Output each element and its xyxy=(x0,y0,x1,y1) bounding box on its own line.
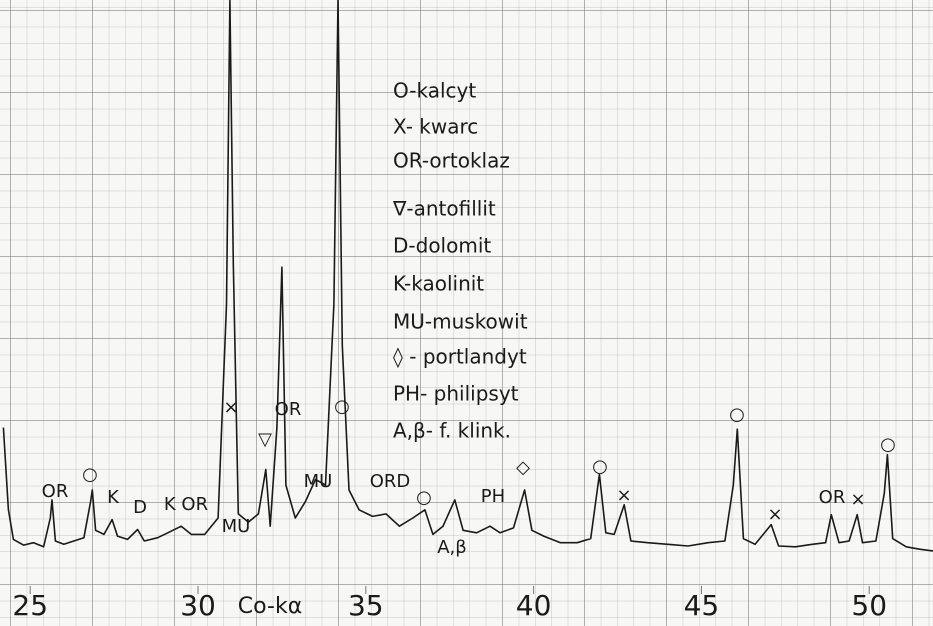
peak-annotation: K OR xyxy=(164,494,208,515)
peak-annotation: × xyxy=(767,504,782,525)
peak-annotation: ○ xyxy=(592,456,608,477)
peak-annotation: ○ xyxy=(334,396,350,417)
peak-annotation: ○ xyxy=(729,404,745,425)
diffraction-line xyxy=(2,0,933,552)
legend-entry: X- kwarc xyxy=(393,115,478,139)
x-axis-label: Co-kα xyxy=(238,594,302,619)
x-tick-label: 50 xyxy=(851,589,887,622)
legend-entry: K-kaolinit xyxy=(393,272,484,296)
peak-annotation: ○ xyxy=(880,434,896,455)
legend-entry: PH- philipsyt xyxy=(393,382,519,406)
peak-annotation: K xyxy=(107,487,120,508)
legend-entry: ∇-antofillit xyxy=(392,197,496,221)
legend-entry: D-dolomit xyxy=(393,234,491,258)
peak-annotation: OR xyxy=(819,487,846,508)
peak-annotation: D xyxy=(133,497,147,518)
x-tick-label: 30 xyxy=(180,589,216,622)
x-tick-label: 25 xyxy=(12,589,48,622)
peak-annotation: ▽ xyxy=(258,429,272,450)
peak-annotation: OR xyxy=(42,481,69,502)
peak-annotation: OR xyxy=(275,399,302,420)
x-tick-label: 40 xyxy=(516,589,552,622)
peak-annotation: A,β xyxy=(437,537,467,558)
peak-annotation: × xyxy=(850,489,865,510)
legend-entry: OR-ortoklaz xyxy=(393,149,510,173)
legend-entry: ◊ - portlandyt xyxy=(393,345,527,369)
peak-annotation: ORD xyxy=(370,471,411,492)
peak-annotation: × xyxy=(616,485,631,506)
peak-annotation: ○ xyxy=(82,464,98,485)
x-tick-label: 45 xyxy=(684,589,720,622)
peak-annotation: ○ xyxy=(416,487,432,508)
legend-entry: MU-muskowit xyxy=(393,310,528,334)
peak-annotation: PH xyxy=(481,486,505,507)
peak-annotation: ◇ xyxy=(516,457,530,478)
x-tick-label: 35 xyxy=(348,589,384,622)
legend-entry: A,β- f. klink. xyxy=(393,419,511,443)
peak-annotation: MU xyxy=(304,471,333,492)
legend-entry: O-kalcyt xyxy=(393,79,476,103)
peak-annotation: × xyxy=(223,397,238,418)
peak-annotation: MU xyxy=(222,516,251,537)
